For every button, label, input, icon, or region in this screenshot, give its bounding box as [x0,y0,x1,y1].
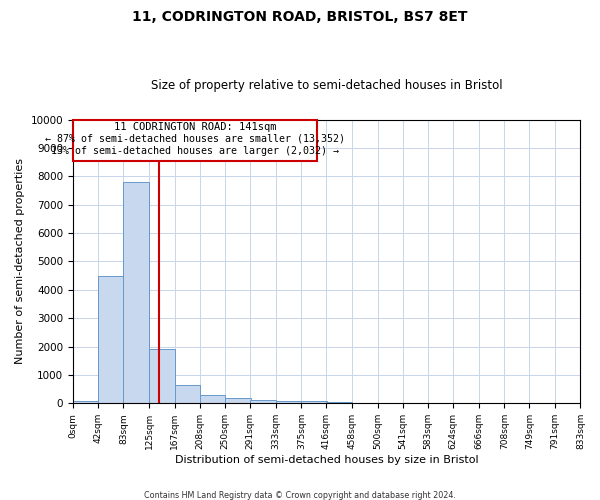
Text: ← 87% of semi-detached houses are smaller (13,352): ← 87% of semi-detached houses are smalle… [45,133,345,143]
Bar [98,276,124,404]
Text: 11, CODRINGTON ROAD, BRISTOL, BS7 8ET: 11, CODRINGTON ROAD, BRISTOL, BS7 8ET [132,10,468,24]
Bar [200,395,225,404]
Bar [149,350,175,404]
X-axis label: Distribution of semi-detached houses by size in Bristol: Distribution of semi-detached houses by … [175,455,479,465]
Bar [301,402,327,404]
Bar [124,182,149,404]
Text: 13% of semi-detached houses are larger (2,032) →: 13% of semi-detached houses are larger (… [51,146,339,156]
Bar [250,400,276,404]
FancyBboxPatch shape [73,120,317,160]
Title: Size of property relative to semi-detached houses in Bristol: Size of property relative to semi-detach… [151,79,503,92]
Y-axis label: Number of semi-detached properties: Number of semi-detached properties [15,158,25,364]
Bar [276,400,301,404]
Bar [225,398,251,404]
Text: 11 CODRINGTON ROAD: 141sqm: 11 CODRINGTON ROAD: 141sqm [113,122,276,132]
Bar [73,400,98,404]
Bar [326,402,352,404]
Text: Contains HM Land Registry data © Crown copyright and database right 2024.: Contains HM Land Registry data © Crown c… [144,490,456,500]
Bar [175,385,200,404]
